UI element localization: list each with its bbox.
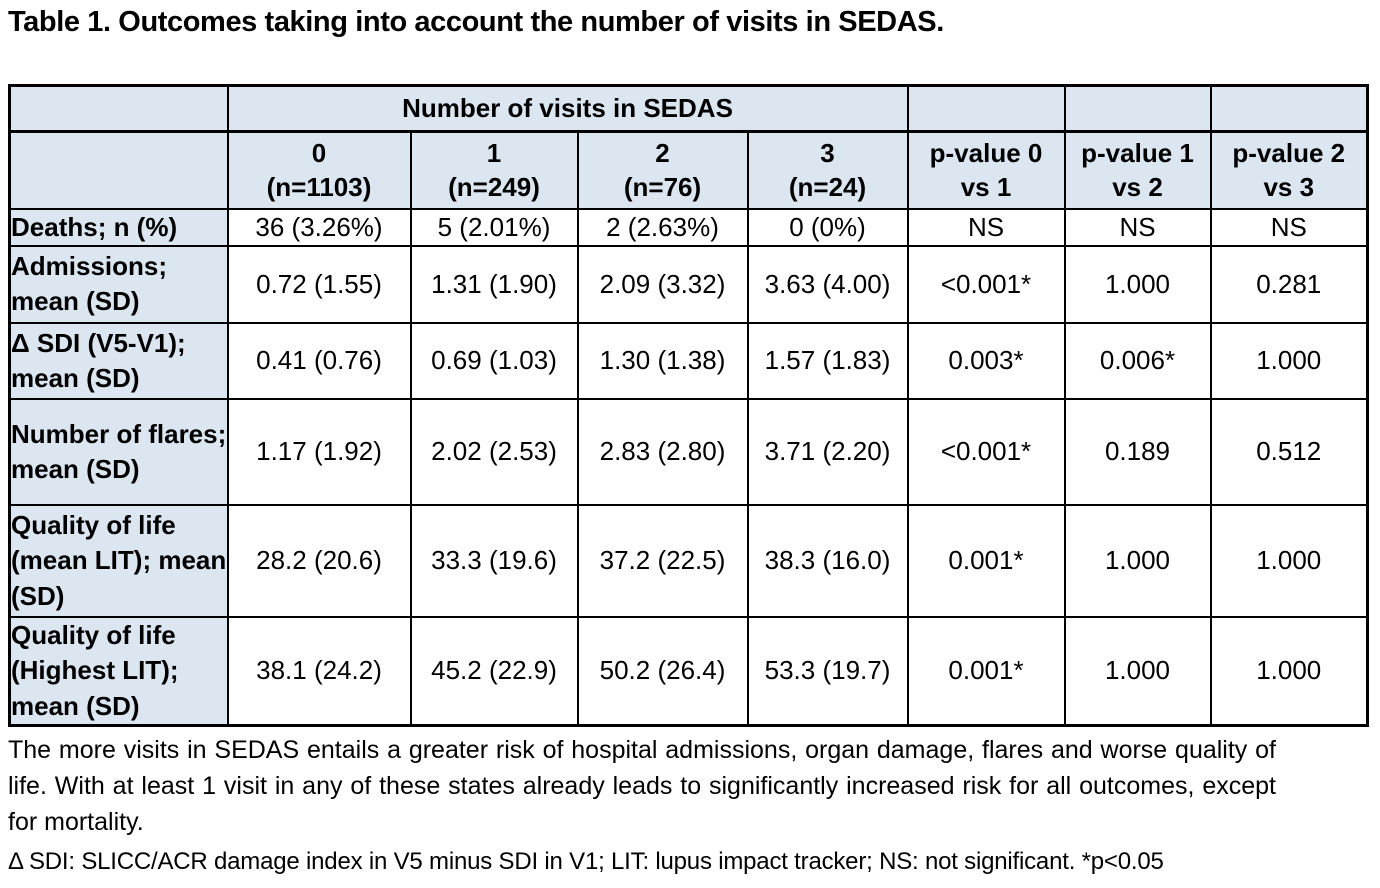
row-label: Deaths; n (%) — [8, 207, 229, 247]
visit-header-3: 3 (n=24) — [746, 130, 909, 210]
pvalue-cell: 0.001* — [906, 615, 1066, 727]
pvalue-cell: 1.000 — [1063, 503, 1212, 618]
table-row-admissions: Admissions; mean (SD) 0.72 (1.55) 1.31 (… — [8, 244, 1369, 324]
outcomes-table: Number of visits in SEDAS 0 (n=1103) 1 (… — [8, 84, 1369, 727]
pvalue-cell: 1.000 — [1209, 503, 1369, 618]
data-cell: 1.30 (1.38) — [576, 321, 749, 400]
pvalue-header-0: p-value 0 vs 1 — [906, 130, 1066, 210]
data-cell: 33.3 (19.6) — [409, 503, 579, 618]
pvalue-cell: <0.001* — [906, 244, 1066, 324]
data-cell: 2 (2.63%) — [576, 207, 749, 247]
table-row-sdi: Δ SDI (V5-V1); mean (SD) 0.41 (0.76) 0.6… — [8, 321, 1369, 400]
pvalue-cell: 0.006* — [1063, 321, 1212, 400]
pvalue-cell: NS — [906, 207, 1066, 247]
data-cell: 1.17 (1.92) — [226, 397, 412, 506]
data-cell: 0.69 (1.03) — [409, 321, 579, 400]
table-notes: The more visits in SEDAS entails a great… — [8, 724, 1298, 879]
data-cell: 3.63 (4.00) — [746, 244, 909, 324]
row-label: Quality of life (Highest LIT); mean (SD) — [8, 615, 229, 727]
pvalue-cell: 1.000 — [1063, 244, 1212, 324]
visit-header-0: 0 (n=1103) — [226, 130, 412, 210]
row-label: Admissions; mean (SD) — [8, 244, 229, 324]
row-label: Number of flares; mean (SD) — [8, 397, 229, 506]
data-cell: 2.02 (2.53) — [409, 397, 579, 506]
pvalue-cell: 0.281 — [1209, 244, 1369, 324]
data-cell: 38.1 (24.2) — [226, 615, 412, 727]
abbreviations-note: Δ SDI: SLICC/ACR damage index in V5 minu… — [8, 848, 1164, 875]
data-cell: 1.57 (1.83) — [746, 321, 909, 400]
pvalue-cell: 0.001* — [906, 503, 1066, 618]
data-cell: 2.83 (2.80) — [576, 397, 749, 506]
pvalue-spacer-cell — [1063, 84, 1212, 133]
table-row-deaths: Deaths; n (%) 36 (3.26%) 5 (2.01%) 2 (2.… — [8, 207, 1369, 247]
column-header-row: 0 (n=1103) 1 (n=249) 2 (n=76) 3 (n=24) p… — [8, 130, 1369, 210]
data-cell: 28.2 (20.6) — [226, 503, 412, 618]
data-cell: 45.2 (22.9) — [409, 615, 579, 727]
data-cell: 1.31 (1.90) — [409, 244, 579, 324]
pvalue-cell: NS — [1209, 207, 1369, 247]
visit-header-2: 2 (n=76) — [576, 130, 749, 210]
pvalue-cell: 1.000 — [1209, 615, 1369, 727]
pvalue-cell: 0.189 — [1063, 397, 1212, 506]
pvalue-header-2: p-value 2 vs 3 — [1209, 130, 1369, 210]
data-cell: 3.71 (2.20) — [746, 397, 909, 506]
pvalue-spacer-cell — [906, 84, 1066, 133]
pvalue-spacer-cell — [1209, 84, 1369, 133]
data-cell: 0.72 (1.55) — [226, 244, 412, 324]
data-cell: 0 (0%) — [746, 207, 909, 247]
table-row-qol-highest: Quality of life (Highest LIT); mean (SD)… — [8, 615, 1369, 727]
pvalue-cell: 0.003* — [906, 321, 1066, 400]
visit-header-1: 1 (n=249) — [409, 130, 579, 210]
table-caption-note: The more visits in SEDAS entails a great… — [8, 736, 1276, 836]
data-cell: 2.09 (3.32) — [576, 244, 749, 324]
row-label: Δ SDI (V5-V1); mean (SD) — [8, 321, 229, 400]
row-label-header-cell — [8, 130, 229, 210]
visits-group-header: Number of visits in SEDAS — [226, 84, 909, 133]
pvalue-cell: <0.001* — [906, 397, 1066, 506]
pvalue-cell: 0.512 — [1209, 397, 1369, 506]
pvalue-cell: 1.000 — [1209, 321, 1369, 400]
table-title: Table 1. Outcomes taking into account th… — [8, 6, 944, 38]
corner-cell — [8, 84, 229, 133]
pvalue-header-1: p-value 1 vs 2 — [1063, 130, 1212, 210]
data-cell: 37.2 (22.5) — [576, 503, 749, 618]
row-label: Quality of life (mean LIT); mean (SD) — [8, 503, 229, 618]
table-row-qol-mean: Quality of life (mean LIT); mean (SD) 28… — [8, 503, 1369, 618]
data-cell: 53.3 (19.7) — [746, 615, 909, 727]
data-cell: 36 (3.26%) — [226, 207, 412, 247]
data-cell: 5 (2.01%) — [409, 207, 579, 247]
group-header-row: Number of visits in SEDAS — [8, 84, 1369, 133]
table-row-flares: Number of flares; mean (SD) 1.17 (1.92) … — [8, 397, 1369, 506]
pvalue-cell: 1.000 — [1063, 615, 1212, 727]
data-cell: 0.41 (0.76) — [226, 321, 412, 400]
data-cell: 38.3 (16.0) — [746, 503, 909, 618]
data-cell: 50.2 (26.4) — [576, 615, 749, 727]
pvalue-cell: NS — [1063, 207, 1212, 247]
